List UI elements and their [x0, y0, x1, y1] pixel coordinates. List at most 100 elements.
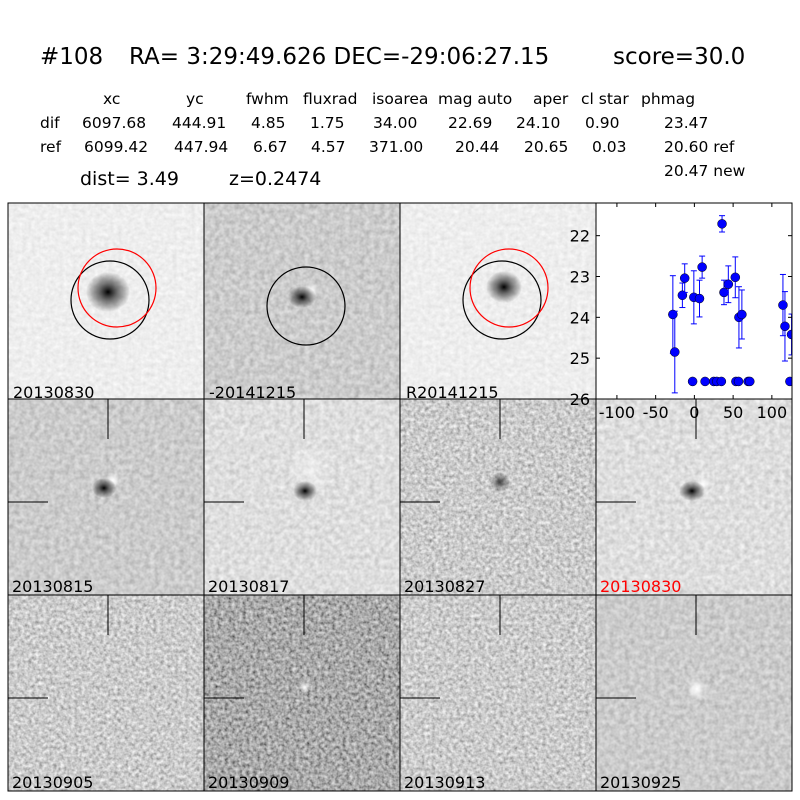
cell: 20.60 ref: [664, 138, 735, 156]
light-curve-marks: [668, 215, 792, 394]
black-circle: [266, 266, 346, 346]
data-point: [785, 376, 792, 387]
stamp-20130909: 20130909: [204, 595, 400, 792]
red-circle: [77, 248, 157, 328]
data-point: [719, 287, 729, 298]
cell: 447.94: [174, 138, 228, 156]
data-point: [717, 219, 727, 229]
x-tick-label: 100: [757, 403, 788, 422]
data-point: [778, 300, 788, 310]
y-tick-label: 24: [570, 308, 590, 327]
cell: 1.75: [310, 114, 345, 132]
cell: 22.69: [448, 114, 492, 132]
red-circle: [469, 248, 549, 328]
data-point: [723, 279, 734, 290]
col-isoarea: isoarea: [372, 90, 428, 108]
cell: 23.47: [664, 114, 708, 132]
y-tick-label: 22: [570, 227, 590, 246]
light-curve-ticks: 22 23 24 25 26 -100 -50 0 50 100: [570, 203, 792, 422]
stamp-label: R20141215: [406, 383, 499, 402]
cell: 4.57: [311, 138, 346, 156]
stamp-ref: R20141215: [400, 203, 596, 402]
stamp-20130827: 20130827: [400, 399, 596, 596]
data-point: [697, 262, 707, 272]
data-point: [677, 290, 688, 301]
table-header: xc yc fwhm fluxrad isoarea mag auto aper…: [103, 90, 695, 108]
source-blob: [293, 481, 317, 501]
data-point: [780, 321, 790, 332]
stamp-ref-diff: -20141215: [204, 203, 400, 402]
stamp-label: -20141215: [209, 383, 296, 402]
x-tick-label: 0: [689, 403, 699, 422]
plot-frame: [595, 202, 793, 400]
col-phmag: phmag: [641, 90, 695, 108]
cell: 20.65: [524, 138, 568, 156]
y-tick-label: 23: [570, 268, 590, 287]
col-fwhm: fwhm: [246, 90, 289, 108]
stamp-20130815: 20130815: [8, 399, 204, 596]
stamp-label: 20130830: [600, 577, 681, 596]
col-cl-star: cl star: [581, 90, 629, 108]
black-circle: [70, 260, 150, 340]
x-tick-label: -100: [599, 403, 635, 422]
crosshairs: [8, 399, 697, 699]
data-point: [687, 376, 698, 387]
data-point: [700, 376, 710, 387]
cell: 371.00: [369, 138, 423, 156]
col-aper: aper: [533, 90, 569, 108]
score: score=30.0: [613, 44, 745, 70]
stamp-label: 20130830: [13, 383, 94, 402]
stamp-label: 20130925: [600, 773, 681, 792]
cell: 4.85: [251, 114, 286, 132]
stamp-label: 20130817: [208, 577, 289, 596]
x-tick-label: -50: [643, 403, 669, 422]
phmag-new: 20.47 new: [664, 162, 746, 180]
stamp-label: 20130827: [404, 577, 485, 596]
source-blob: [486, 271, 522, 303]
distance: dist= 3.49: [80, 168, 179, 190]
stamp-20130913: 20130913: [400, 595, 596, 792]
x-tick-label: 50: [723, 403, 743, 422]
data-point: [737, 309, 747, 320]
stamp-label: 20130913: [404, 773, 485, 792]
data-point: [745, 376, 755, 387]
stamp-new: 20130830: [8, 203, 204, 402]
data-point: [670, 347, 680, 357]
stamp-label: 20130909: [208, 773, 289, 792]
col-mag-auto: mag auto: [438, 90, 512, 108]
light-curve-plot: 22 23 24 25 26 -100 -50 0 50 100: [570, 202, 793, 422]
row-label: dif: [40, 114, 60, 132]
data-point: [679, 273, 690, 283]
cell: 0.03: [592, 138, 627, 156]
redshift: z=0.2474: [229, 168, 321, 190]
cell: 6099.42: [84, 138, 148, 156]
cell: 6097.68: [82, 114, 146, 132]
black-circle: [462, 260, 542, 340]
table-row-ref: ref 6099.42 447.94 6.67 4.57 371.00 20.4…: [40, 138, 735, 156]
stamp-20130905: 20130905: [8, 595, 204, 792]
data-point: [730, 272, 741, 283]
stamp-20130830-diff: 20130830: [596, 399, 792, 596]
cell: 444.91: [172, 114, 226, 132]
cell: 34.00: [373, 114, 417, 132]
col-xc: xc: [103, 90, 120, 108]
stamp-20130925: 20130925: [596, 595, 792, 792]
cell: 6.67: [253, 138, 288, 156]
source-blob: [288, 286, 316, 308]
stamp-label: 20130905: [12, 773, 93, 792]
source-blob: [86, 272, 130, 312]
data-point: [694, 293, 705, 304]
table-row-dif: dif 6097.68 444.91 4.85 1.75 34.00 22.69…: [40, 114, 708, 132]
y-tick-label: 26: [570, 390, 590, 409]
cell: 24.10: [516, 114, 560, 132]
row-label: ref: [40, 138, 62, 156]
cell: 20.44: [455, 138, 499, 156]
data-point: [733, 376, 744, 387]
coordinates: RA= 3:29:49.626 DEC=-29:06:27.15: [129, 44, 549, 70]
source-blob: [92, 478, 116, 498]
y-tick-label: 25: [570, 349, 590, 368]
data-point: [716, 376, 727, 387]
stamp-20130817: 20130817: [204, 399, 400, 596]
stamp-label: 20130815: [12, 577, 93, 596]
